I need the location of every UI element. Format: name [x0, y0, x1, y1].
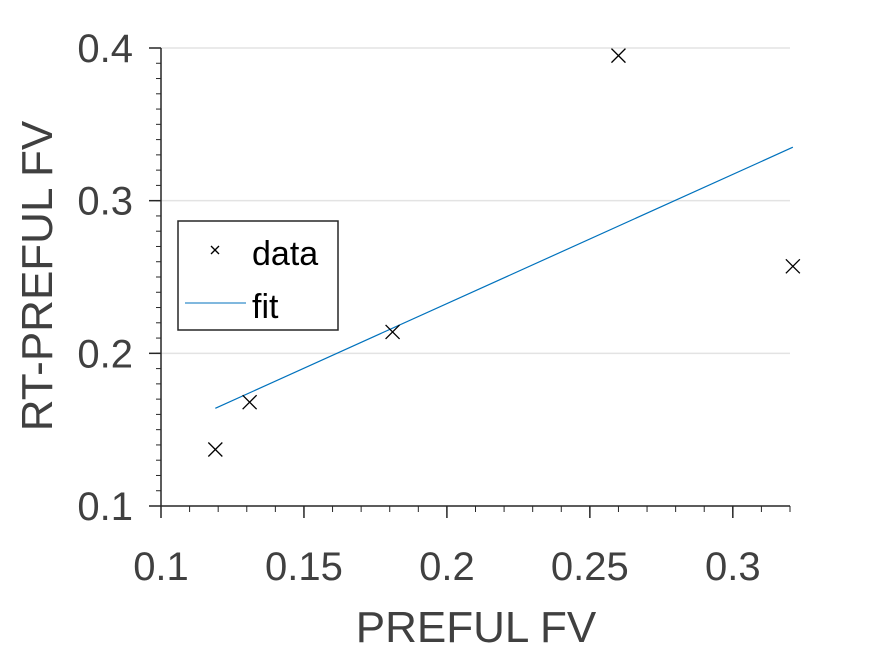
data-point: [207, 442, 223, 457]
data-point: [385, 324, 401, 340]
y-axis-ticks: 0.1 0.2 0.3 0.4: [77, 27, 161, 529]
data-point-stroke: [385, 324, 401, 340]
legend-box: [177, 220, 339, 331]
data-point-stroke: [207, 442, 223, 457]
legend-marker-stroke: [210, 245, 220, 255]
data-point: [242, 394, 258, 410]
y-axis-label: RT-PREFUL FV: [13, 120, 62, 431]
x-tick-label: 0.15: [265, 545, 343, 589]
y-tick-label: 0.3: [77, 180, 133, 224]
data-point-stroke: [785, 258, 801, 274]
x-axis-ticks: 0.1 0.15 0.2 0.25 0.3: [133, 506, 791, 589]
data-series: [207, 48, 801, 457]
data-point-stroke: [610, 48, 626, 64]
data-point-stroke: [242, 394, 258, 410]
legend-label-fit: fit: [252, 288, 279, 326]
data-point: [610, 48, 626, 64]
y-tick-label: 0.4: [77, 27, 133, 71]
legend: data fit: [177, 220, 339, 331]
data-point: [785, 258, 801, 274]
x-tick-label: 0.3: [705, 545, 761, 589]
legend-marker-data: [210, 245, 220, 255]
x-tick-label: 0.25: [551, 545, 629, 589]
fit-line: [215, 146, 794, 409]
y-tick-label: 0.1: [77, 485, 133, 529]
legend-label-data: data: [252, 235, 318, 273]
x-tick-label: 0.2: [419, 545, 475, 589]
x-axis-label: PREFUL FV: [356, 603, 597, 652]
grid-lines: [161, 47, 790, 355]
y-tick-label: 0.2: [77, 332, 133, 376]
x-tick-label: 0.1: [133, 545, 189, 589]
fit-series: [215, 146, 794, 409]
